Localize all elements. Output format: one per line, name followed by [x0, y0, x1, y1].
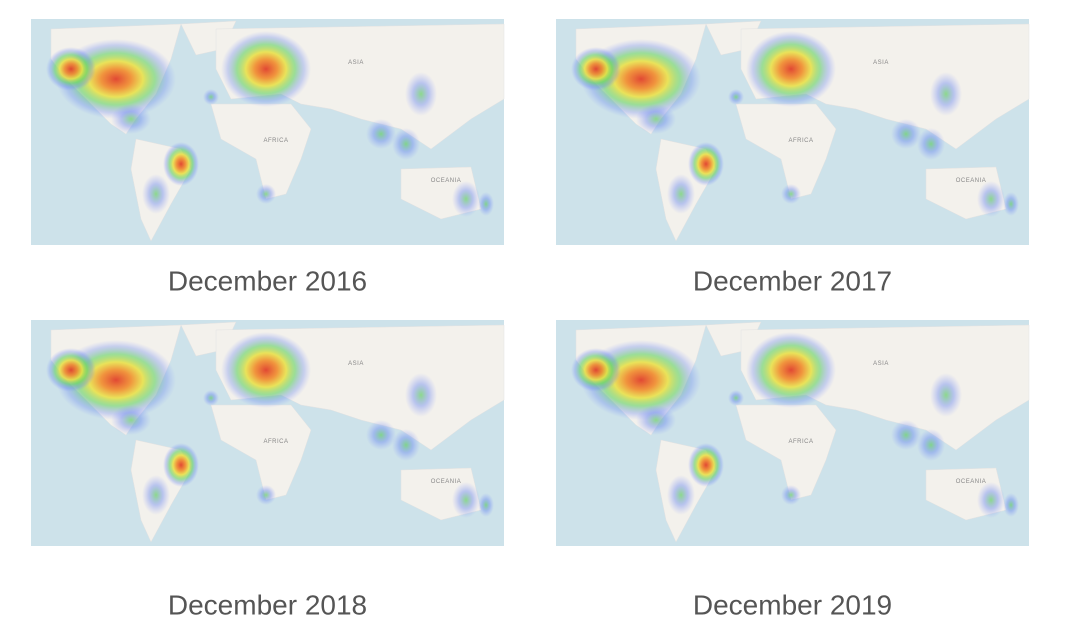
map-label: ASIA	[348, 60, 364, 66]
map-label: ASIA	[873, 60, 889, 66]
heatmap	[30, 18, 505, 246]
caption: December 2018	[168, 589, 367, 620]
map-panel: ASIA AFRICA OCEANIA	[555, 18, 1030, 246]
map-label: AFRICA	[263, 439, 288, 445]
map-label: ASIA	[873, 361, 889, 367]
heatmap	[555, 319, 1030, 547]
map-panel: ASIA AFRICA OCEANIA	[30, 319, 505, 547]
map-panel: ASIA AFRICA OCEANIA	[555, 319, 1030, 547]
map-label: OCEANIA	[956, 178, 987, 184]
map-panel: ASIA AFRICA OCEANIA	[30, 18, 505, 246]
map-label: OCEANIA	[431, 479, 462, 485]
map-label: OCEANIA	[956, 479, 987, 485]
map-label: AFRICA	[788, 138, 813, 144]
map-label: ASIA	[348, 361, 364, 367]
map-label: OCEANIA	[431, 178, 462, 184]
caption: December 2019	[693, 589, 892, 620]
heatmap	[30, 319, 505, 547]
map-label: AFRICA	[788, 439, 813, 445]
map-label: AFRICA	[263, 138, 288, 144]
caption: December 2016	[168, 265, 367, 296]
heatmap	[555, 18, 1030, 246]
caption: December 2017	[693, 265, 892, 296]
